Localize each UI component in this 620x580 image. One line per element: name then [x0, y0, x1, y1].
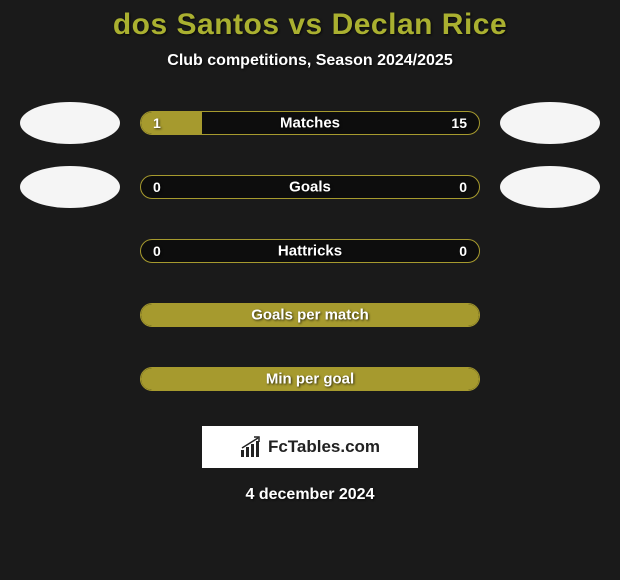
player-right-avatar[interactable] [500, 166, 600, 208]
stat-label: Matches [280, 115, 340, 132]
stat-row: 0 0 Hattricks [0, 230, 620, 272]
player-left-avatar[interactable] [20, 166, 120, 208]
player-right-avatar[interactable] [500, 102, 600, 144]
stat-row: 1 15 Matches [0, 102, 620, 144]
stat-row: Goals per match [0, 294, 620, 336]
stat-value-right: 0 [459, 179, 467, 195]
date-text: 4 december 2024 [246, 486, 375, 504]
stat-label: Hattricks [278, 243, 342, 260]
fctables-logo[interactable]: FcTables.com [202, 426, 418, 468]
stat-value-right: 15 [451, 115, 467, 131]
stat-label: Goals per match [251, 307, 369, 324]
stat-bar-fill-left [141, 112, 202, 134]
stat-value-left: 0 [153, 243, 161, 259]
stat-value-left: 1 [153, 115, 161, 131]
stat-row: 0 0 Goals [0, 166, 620, 208]
stat-block: 1 15 Matches 0 0 Goals 0 0 Hattricks Goals per ma… [0, 102, 620, 400]
bar-chart-arrow-icon [240, 436, 262, 458]
stat-value-left: 0 [153, 179, 161, 195]
page-title: dos Santos vs Declan Rice [113, 8, 507, 42]
page-subtitle: Club competitions, Season 2024/2025 [167, 52, 452, 70]
stat-value-right: 0 [459, 243, 467, 259]
stat-bar: Goals per match [140, 303, 480, 327]
stat-bar: 1 15 Matches [140, 111, 480, 135]
logo-text: FcTables.com [268, 437, 380, 457]
stat-row: Min per goal [0, 358, 620, 400]
stat-label: Goals [289, 179, 331, 196]
comparison-widget: dos Santos vs Declan Rice Club competiti… [0, 0, 620, 504]
stat-bar: 0 0 Hattricks [140, 239, 480, 263]
stat-label: Min per goal [266, 371, 354, 388]
player-left-avatar[interactable] [20, 102, 120, 144]
stat-bar: 0 0 Goals [140, 175, 480, 199]
stat-bar: Min per goal [140, 367, 480, 391]
